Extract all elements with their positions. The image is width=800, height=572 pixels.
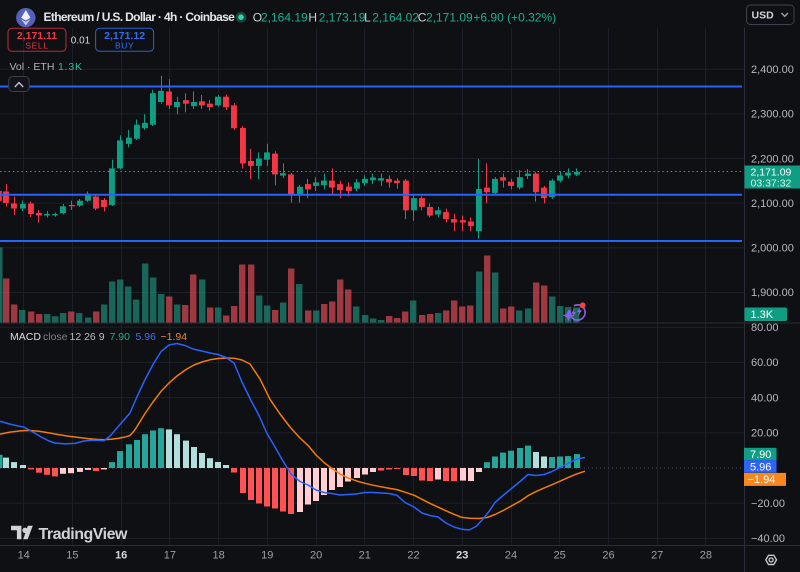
svg-text:7.90: 7.90 xyxy=(750,449,771,461)
svg-text:12 26 9: 12 26 9 xyxy=(70,331,105,343)
svg-text:1.3K: 1.3K xyxy=(751,309,774,321)
svg-text:03:37:32: 03:37:32 xyxy=(751,178,792,190)
svg-text:C: C xyxy=(418,11,427,25)
svg-text:26: 26 xyxy=(602,550,614,562)
svg-text:−1.94: −1.94 xyxy=(161,331,188,343)
svg-text:23: 23 xyxy=(456,550,468,562)
svg-text:1,900.00: 1,900.00 xyxy=(751,287,794,299)
svg-text:2,200.00: 2,200.00 xyxy=(751,153,794,165)
svg-text:O: O xyxy=(253,11,262,25)
svg-text:BUY: BUY xyxy=(115,41,134,51)
svg-text:18: 18 xyxy=(212,550,224,562)
svg-text:2,171.09: 2,171.09 xyxy=(751,167,792,179)
svg-text:20.00: 20.00 xyxy=(751,428,779,440)
svg-text:2,300.00: 2,300.00 xyxy=(751,109,794,121)
svg-text:2,100.00: 2,100.00 xyxy=(751,198,794,210)
svg-text:L: L xyxy=(364,11,371,25)
svg-text:28: 28 xyxy=(700,550,712,562)
svg-text:20: 20 xyxy=(310,550,322,562)
svg-text:7.90: 7.90 xyxy=(110,331,131,343)
svg-text:17: 17 xyxy=(164,550,176,562)
svg-text:16: 16 xyxy=(115,550,127,562)
svg-text:−40.00: −40.00 xyxy=(751,533,785,545)
svg-text:40.00: 40.00 xyxy=(751,392,779,404)
svg-text:SELL: SELL xyxy=(25,41,48,51)
svg-text:0.01: 0.01 xyxy=(71,35,91,46)
svg-text:2,164.19: 2,164.19 xyxy=(261,11,308,25)
svg-text:24: 24 xyxy=(505,550,517,562)
svg-text:14: 14 xyxy=(18,550,30,562)
svg-text:80.00: 80.00 xyxy=(751,322,779,334)
svg-text:Ethereum / U.S. Dollar · 4h ·: Ethereum / U.S. Dollar · 4h · Coinbase xyxy=(44,10,236,24)
svg-text:27: 27 xyxy=(651,550,663,562)
svg-text:2,173.19: 2,173.19 xyxy=(319,11,366,25)
svg-text:−20.00: −20.00 xyxy=(751,498,785,510)
svg-text:Vol · ETH: Vol · ETH xyxy=(10,61,55,73)
svg-text:TradingView: TradingView xyxy=(39,526,129,543)
svg-text:+6.90 (+0.32%): +6.90 (+0.32%) xyxy=(473,11,556,25)
svg-text:−1.94: −1.94 xyxy=(748,474,776,486)
svg-text:5.96: 5.96 xyxy=(750,461,771,473)
svg-text:25: 25 xyxy=(554,550,566,562)
svg-text:2,400.00: 2,400.00 xyxy=(751,64,794,76)
svg-text:1.3K: 1.3K xyxy=(58,61,83,73)
svg-text:22: 22 xyxy=(407,550,419,562)
svg-text:2,164.02: 2,164.02 xyxy=(372,11,419,25)
svg-text:19: 19 xyxy=(261,550,273,562)
svg-text:21: 21 xyxy=(359,550,371,562)
svg-text:close: close xyxy=(43,331,68,343)
svg-text:H: H xyxy=(308,11,317,25)
svg-text:60.00: 60.00 xyxy=(751,357,779,369)
svg-text:5.96: 5.96 xyxy=(136,331,157,343)
svg-text:2,000.00: 2,000.00 xyxy=(751,243,794,255)
svg-text:MACD: MACD xyxy=(10,331,41,343)
svg-text:USD: USD xyxy=(752,10,775,22)
svg-text:15: 15 xyxy=(66,550,78,562)
svg-text:2,171.09: 2,171.09 xyxy=(426,11,473,25)
svg-text:2,171.12: 2,171.12 xyxy=(104,30,145,42)
svg-text:2,171.11: 2,171.11 xyxy=(17,30,57,42)
